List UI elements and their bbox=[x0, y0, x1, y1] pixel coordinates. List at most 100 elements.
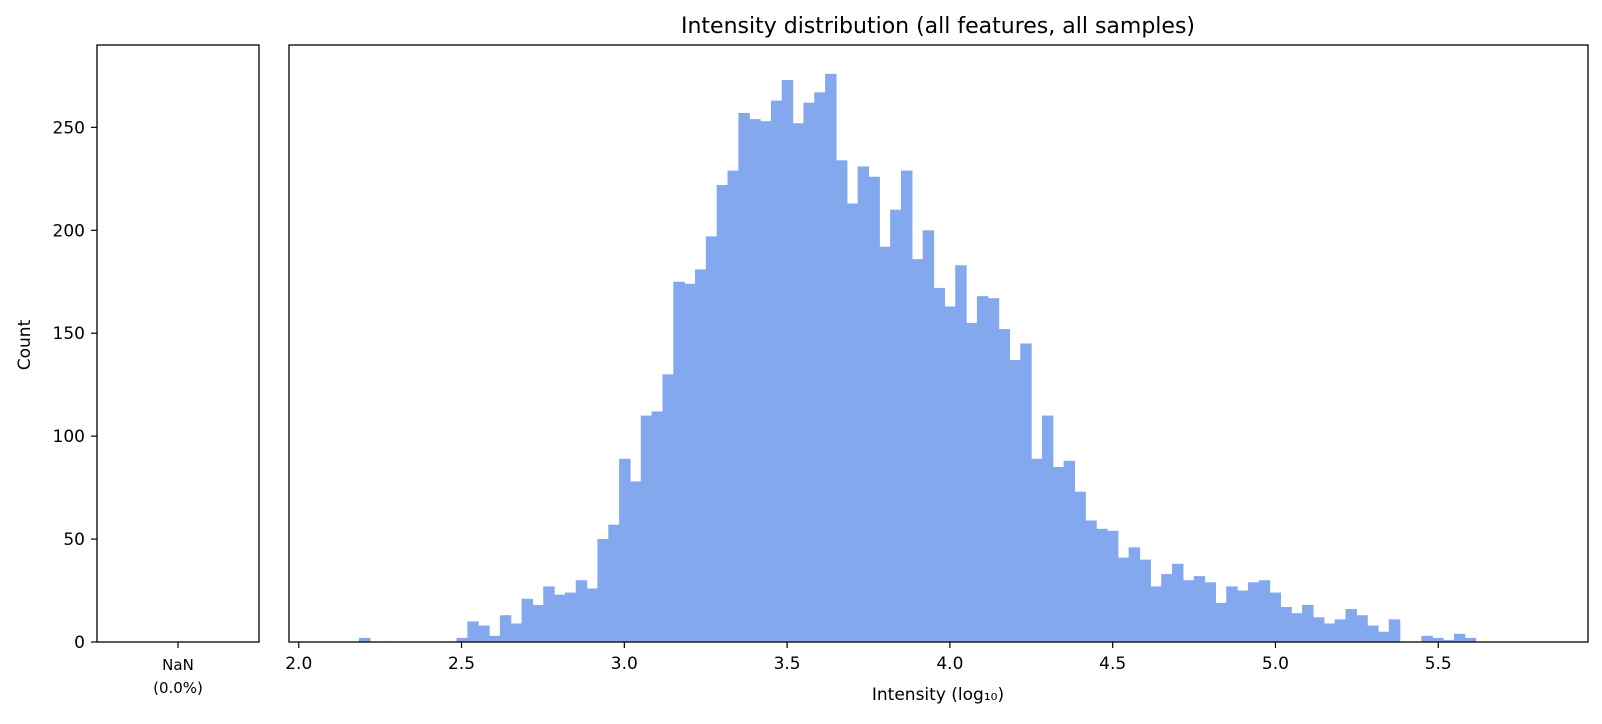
histogram-bar bbox=[456, 637, 468, 642]
histogram-bar bbox=[933, 287, 945, 642]
histogram-bar bbox=[521, 598, 533, 642]
histogram-bar bbox=[651, 411, 664, 642]
histogram-bar bbox=[1161, 574, 1173, 642]
histogram-bar bbox=[629, 481, 642, 642]
histogram-bar bbox=[554, 594, 566, 642]
histogram-bar bbox=[868, 176, 880, 642]
histogram-bar bbox=[705, 236, 718, 642]
histogram-bar bbox=[586, 588, 599, 642]
histogram-bar bbox=[857, 166, 870, 642]
histogram-bar bbox=[1150, 586, 1162, 642]
histogram-bar bbox=[684, 283, 696, 642]
histogram-bar bbox=[716, 184, 729, 643]
histogram-bar bbox=[760, 121, 772, 643]
nan-category-label: NaN bbox=[162, 656, 194, 674]
histogram-bar bbox=[1031, 458, 1043, 642]
histogram-bar bbox=[835, 160, 848, 642]
y-tick-label: 100 bbox=[53, 427, 85, 447]
nan-panel-frame bbox=[96, 44, 260, 643]
histogram-bar bbox=[673, 281, 685, 642]
histogram-bar bbox=[825, 73, 837, 642]
histogram-bar bbox=[1291, 613, 1303, 642]
histogram-bar bbox=[890, 209, 902, 642]
histogram-bar bbox=[1378, 631, 1390, 642]
x-tick-label: 5.0 bbox=[1262, 654, 1289, 674]
histogram-bar bbox=[1453, 633, 1466, 642]
histogram-bar bbox=[911, 259, 924, 642]
nan-percent-label: (0.0%) bbox=[153, 679, 203, 697]
histogram-bar bbox=[1085, 520, 1097, 642]
histogram-bar bbox=[1323, 623, 1336, 642]
histogram-bar bbox=[1312, 617, 1325, 642]
histogram-bar bbox=[727, 170, 739, 642]
histogram-bar bbox=[1421, 635, 1433, 642]
histogram-bar bbox=[998, 329, 1011, 642]
y-tick-label: 200 bbox=[53, 221, 85, 241]
histogram-bar bbox=[1128, 547, 1141, 642]
x-tick-label: 3.0 bbox=[611, 654, 638, 674]
histogram-bar bbox=[749, 119, 761, 643]
histogram-bar bbox=[695, 269, 707, 642]
histogram-bar bbox=[738, 112, 750, 643]
y-tick-label: 50 bbox=[63, 530, 85, 550]
histogram-bar bbox=[1226, 586, 1238, 642]
histogram-bar bbox=[489, 635, 501, 642]
histogram-bar bbox=[1020, 343, 1032, 642]
histogram-bar bbox=[1182, 580, 1195, 642]
histogram-bar bbox=[976, 296, 989, 642]
histogram-bar bbox=[1063, 460, 1076, 642]
histogram-bar bbox=[781, 80, 794, 642]
histogram-bar bbox=[1247, 582, 1260, 642]
histogram-bar bbox=[792, 123, 805, 643]
histogram-bar bbox=[1464, 637, 1477, 642]
histogram-bar bbox=[1443, 639, 1455, 642]
histogram-bar bbox=[1334, 619, 1347, 642]
histogram-bar bbox=[1432, 637, 1444, 642]
histogram-bar bbox=[1074, 491, 1086, 642]
chart-title: Intensity distribution (all features, al… bbox=[681, 14, 1195, 39]
histogram-bar bbox=[532, 604, 544, 642]
axes-layer: 2.0 2.5 3.0 3.5 4.0 4.5 5.0 5.5 0 50 100 150 200 250 bbox=[53, 44, 1589, 674]
histogram-bar bbox=[1139, 559, 1151, 642]
histogram-bar bbox=[358, 637, 371, 642]
histogram-bar bbox=[966, 322, 978, 642]
histogram-bar bbox=[1204, 582, 1216, 642]
histogram-bar bbox=[543, 586, 555, 642]
x-tick-label: 2.0 bbox=[285, 654, 312, 674]
histogram-bar bbox=[608, 524, 620, 642]
histogram-bar bbox=[846, 203, 859, 642]
bars-layer bbox=[358, 73, 1477, 643]
histogram-bar bbox=[770, 100, 783, 642]
histogram-bar bbox=[467, 621, 479, 642]
histogram-bar bbox=[1172, 563, 1184, 642]
histogram-bar bbox=[814, 92, 826, 643]
histogram-bar bbox=[1280, 607, 1292, 642]
histogram-bar bbox=[1106, 530, 1119, 642]
histogram-bar bbox=[1009, 359, 1021, 642]
histogram-bar bbox=[987, 298, 1000, 642]
x-tick-label: 5.5 bbox=[1425, 654, 1452, 674]
histogram-bar bbox=[803, 102, 815, 642]
histogram-bar bbox=[619, 458, 631, 642]
histogram-bar bbox=[499, 615, 512, 642]
histogram-bar bbox=[1052, 467, 1065, 642]
x-axis-label: Intensity (log₁₀) bbox=[872, 685, 1004, 705]
y-axis-label: Count bbox=[15, 319, 35, 370]
histogram-bar bbox=[922, 230, 935, 642]
histogram-bar bbox=[1269, 592, 1282, 642]
histogram-bar bbox=[575, 580, 588, 642]
x-tick-label: 2.5 bbox=[448, 654, 475, 674]
histogram-bar bbox=[1356, 615, 1368, 642]
histogram-bar bbox=[1041, 415, 1054, 642]
histogram-bar bbox=[1096, 528, 1108, 642]
histogram-bar bbox=[640, 415, 653, 642]
x-tick-label: 3.5 bbox=[774, 654, 801, 674]
histogram-bar bbox=[944, 306, 956, 642]
histogram-bar bbox=[1302, 604, 1314, 642]
x-tick-label: 4.5 bbox=[1099, 654, 1126, 674]
histogram-bar bbox=[879, 246, 891, 643]
histogram-bar bbox=[662, 374, 674, 642]
histogram-bar bbox=[1258, 580, 1271, 642]
